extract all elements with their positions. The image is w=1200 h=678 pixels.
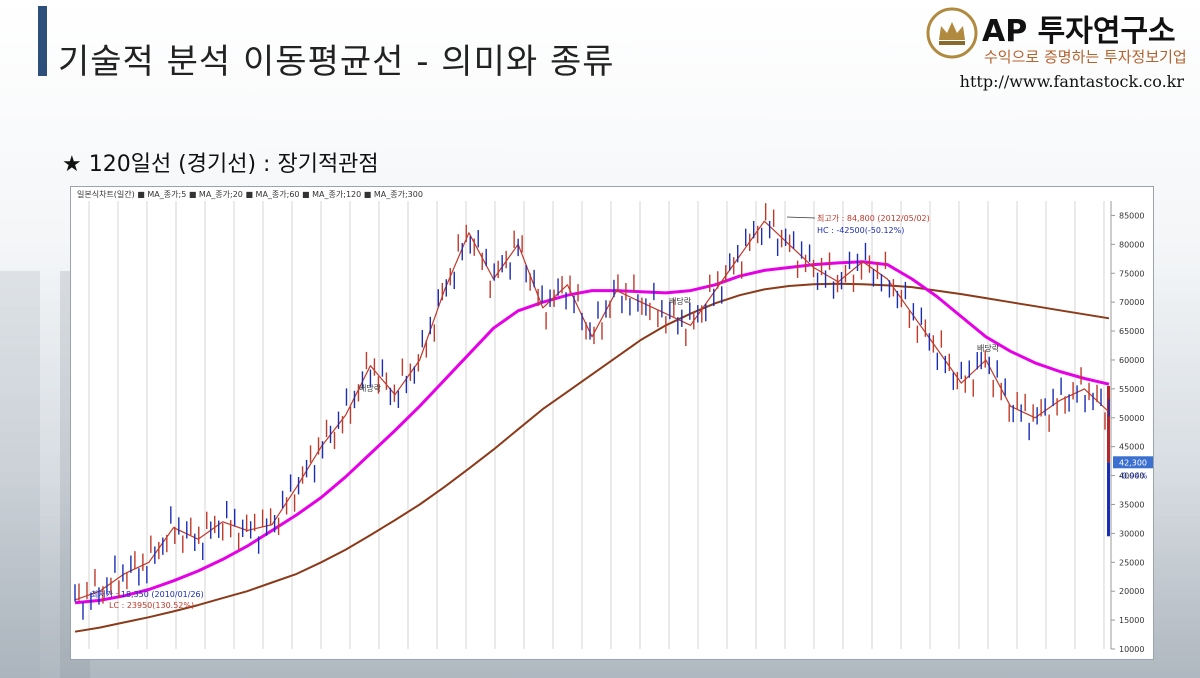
annotation-lc: LC : 23950(130.52%) <box>109 601 194 610</box>
current-change-label: -0.94% <box>1119 471 1148 480</box>
stock-chart-panel[interactable]: 일본식차트(일간) ■ MA_종가;5 ■ MA_종가;20 ■ MA_종가;6… <box>70 186 1154 660</box>
y-tick-label: 45000 <box>1119 443 1144 452</box>
y-tick-label: 55000 <box>1119 385 1144 394</box>
chart-legend: 일본식차트(일간) ■ MA_종가;5 ■ MA_종가;20 ■ MA_종가;6… <box>77 190 423 199</box>
logo-url[interactable]: http://www.fantastock.co.kr <box>959 72 1184 91</box>
y-tick-label: 80000 <box>1119 240 1144 249</box>
slide-subtitle: ★ 120일선 (경기선) : 장기적관점 <box>62 152 379 177</box>
y-tick-label: 65000 <box>1119 327 1144 336</box>
company-logo: AP 투자연구소 수익으로 증명하는 투자정보기업 http://www.fan… <box>926 4 1188 96</box>
y-tick-label: 70000 <box>1119 298 1144 307</box>
annotation-low: 최저가 : 18,350 (2010/01/26) <box>91 589 204 599</box>
y-tick-label: 20000 <box>1119 587 1144 596</box>
series-line-ma300 <box>74 282 1110 633</box>
y-tick-label: 85000 <box>1119 211 1144 220</box>
axis-range-bar-up <box>1107 385 1110 463</box>
series-line-ma5 <box>74 220 1110 601</box>
current-price-label: 42,300 <box>1119 458 1147 467</box>
y-tick-label: 75000 <box>1119 269 1144 278</box>
annotation-high-pointer <box>786 216 816 219</box>
logo-slogan: 수익으로 증명하는 투자정보기업 <box>984 48 1187 66</box>
y-tick-label: 30000 <box>1119 529 1144 538</box>
moving-average-chart: 10000 15000 20000 25000 30000 35000 40000 45000… <box>74 201 1153 654</box>
y-tick-label: 50000 <box>1119 414 1144 423</box>
annotation-dividend-1: 배당락 <box>359 383 382 393</box>
y-tick-label: 10000 <box>1119 645 1144 654</box>
current-price-tag <box>1113 456 1153 469</box>
series-line-ma120 <box>74 260 1110 605</box>
y-tick-label: 40000 <box>1119 472 1144 481</box>
y-tick-label: 35000 <box>1119 500 1144 509</box>
y-tick-label: 15000 <box>1119 616 1144 625</box>
annotation-dividend-3: 배당락 <box>977 343 1000 353</box>
annotation-high: 최고가 : 84,800 (2012/05/02) <box>817 213 930 223</box>
y-tick-label: 60000 <box>1119 356 1144 365</box>
y-tick-label: 25000 <box>1119 558 1144 567</box>
crown-laurel-icon <box>926 7 978 59</box>
axis-range-bar-down <box>1107 462 1110 537</box>
logo-name: AP 투자연구소 <box>982 14 1176 49</box>
slide-title: 기술적 분석 이동평균선 - 의미와 종류 <box>58 42 615 82</box>
title-accent-bar <box>38 6 47 76</box>
annotation-dividend-2: 배당락 <box>669 296 692 306</box>
annotation-hc: HC : -42500(-50.12%) <box>817 226 904 235</box>
